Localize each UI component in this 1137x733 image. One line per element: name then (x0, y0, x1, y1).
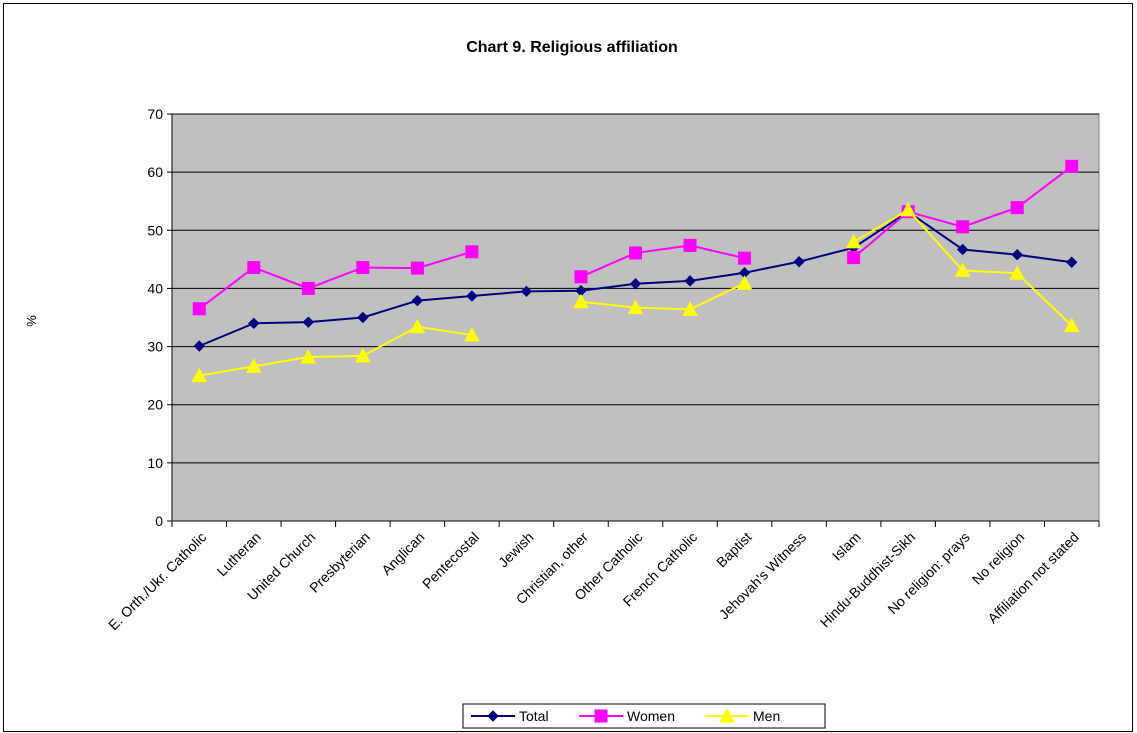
data-point-women (629, 246, 642, 260)
data-point-men (954, 262, 971, 277)
data-point-women (356, 260, 370, 274)
data-point-men (845, 233, 862, 249)
data-point-total (793, 255, 805, 268)
legend-label-total: Total (519, 708, 549, 724)
y-tick-label: 60 (147, 164, 163, 180)
data-point-total (193, 340, 205, 352)
x-tick-label: Hindu-Buddhist-Sikh (817, 529, 919, 631)
data-point-total (1066, 256, 1078, 268)
data-point-women (465, 245, 479, 259)
data-point-men (355, 347, 371, 363)
chart-title: Chart 9. Religious affiliation (466, 39, 678, 56)
data-point-women (956, 220, 970, 234)
legend-label-women: Women (627, 708, 675, 724)
legend-marker-total (487, 710, 499, 722)
x-tick-label: Anglican (378, 529, 427, 578)
x-tick-label: Affiliation not stated (984, 529, 1082, 627)
legend (462, 703, 826, 729)
x-tick-label: Pentecostal (419, 529, 482, 592)
data-point-women (192, 302, 206, 316)
data-point-total (629, 278, 642, 290)
data-point-men (409, 318, 426, 334)
series-line-men (199, 325, 473, 377)
data-point-men (245, 358, 262, 373)
data-point-men (900, 201, 916, 217)
data-point-men (627, 299, 644, 315)
data-point-total (520, 285, 533, 298)
data-point-women (410, 261, 424, 275)
series-line-women (198, 250, 473, 310)
data-point-men (736, 275, 753, 290)
data-point-women (738, 251, 752, 265)
y-tick-label: 50 (147, 222, 163, 238)
y-tick-label: 40 (147, 280, 163, 296)
data-point-men (573, 293, 589, 309)
data-point-total (302, 316, 315, 328)
data-point-men (1009, 265, 1026, 280)
y-tick-label: 70 (147, 106, 163, 122)
data-point-total (466, 290, 478, 302)
data-point-women (847, 251, 861, 265)
data-point-men (464, 326, 480, 342)
y-tick-label: 30 (147, 339, 163, 355)
chart-area: Chart 9. Religious affiliation % 0 10 20 30… (3, 3, 1133, 732)
data-point-women (1065, 159, 1079, 173)
data-point-men (191, 367, 208, 383)
data-point-men (682, 301, 698, 316)
y-axis-label: % (24, 315, 39, 327)
y-tick-label: 10 (147, 455, 163, 471)
x-tick-label: E. Orth./Ukr. Catholic (105, 529, 209, 633)
chart-svg: Chart 9. Religious affiliation % 0 10 20 30… (24, 39, 1100, 729)
series-line-men (580, 282, 745, 311)
data-point-total (411, 294, 424, 307)
data-point-total (248, 317, 260, 330)
series-line-women (580, 244, 745, 278)
x-tick-label: Jewish (495, 529, 537, 571)
y-tick-label: 20 (147, 397, 163, 413)
data-point-women (247, 260, 261, 274)
x-tick-label: Baptist (713, 529, 755, 571)
legend-marker-men (719, 707, 735, 723)
legend-label-men: Men (753, 708, 780, 724)
data-point-women (683, 238, 697, 252)
data-point-men (1063, 317, 1080, 333)
data-point-women (1010, 201, 1024, 215)
y-tick-label: 0 (155, 513, 163, 529)
data-point-men (300, 348, 317, 364)
data-point-total (357, 311, 369, 324)
data-point-total (1011, 248, 1023, 261)
legend-marker-women (594, 709, 608, 723)
data-point-women (301, 281, 315, 295)
data-point-total (956, 243, 969, 256)
x-tick-label: Islam (829, 529, 864, 564)
data-point-women (574, 270, 588, 284)
x-tick-label: Lutheran (214, 529, 264, 579)
data-point-total (684, 275, 696, 287)
plot-background (171, 113, 1100, 522)
x-tick-label: No religion (969, 529, 1028, 588)
